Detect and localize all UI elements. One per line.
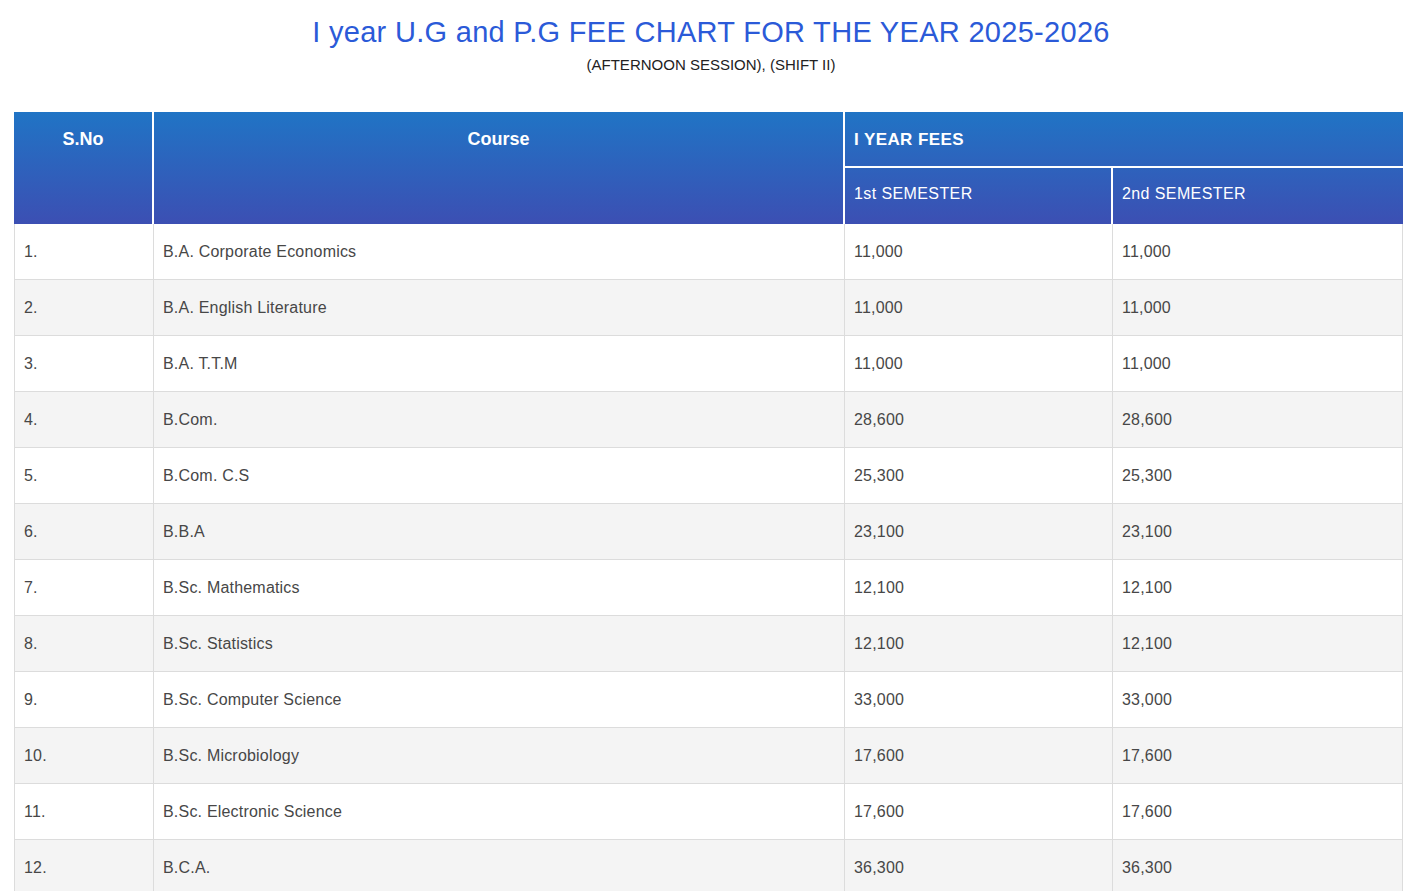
cell-serial-number: 4. bbox=[14, 392, 154, 448]
page-title: I year U.G and P.G FEE CHART FOR THE YEA… bbox=[0, 14, 1422, 50]
table-row: 8.B.Sc. Statistics12,10012,100 bbox=[14, 616, 1403, 672]
table-row: 3.B.A. T.T.M11,00011,000 bbox=[14, 336, 1403, 392]
cell-course-name: B.Sc. Mathematics bbox=[154, 560, 845, 616]
cell-sem1-fee: 33,000 bbox=[845, 672, 1113, 728]
cell-course-name: B.A. T.T.M bbox=[154, 336, 845, 392]
cell-sem1-fee: 25,300 bbox=[845, 448, 1113, 504]
cell-sem2-fee: 12,100 bbox=[1113, 616, 1403, 672]
table-row: 11.B.Sc. Electronic Science17,60017,600 bbox=[14, 784, 1403, 840]
column-header-sem2: 2nd SEMESTER bbox=[1113, 168, 1403, 224]
cell-serial-number: 7. bbox=[14, 560, 154, 616]
cell-course-name: B.Com. bbox=[154, 392, 845, 448]
cell-course-name: B.A. Corporate Economics bbox=[154, 224, 845, 280]
cell-course-name: B.C.A. bbox=[154, 840, 845, 891]
cell-serial-number: 8. bbox=[14, 616, 154, 672]
cell-sem2-fee: 17,600 bbox=[1113, 728, 1403, 784]
cell-serial-number: 9. bbox=[14, 672, 154, 728]
table-row: 6.B.B.A23,10023,100 bbox=[14, 504, 1403, 560]
cell-sem2-fee: 33,000 bbox=[1113, 672, 1403, 728]
table-row: 9.B.Sc. Computer Science33,00033,000 bbox=[14, 672, 1403, 728]
cell-serial-number: 2. bbox=[14, 280, 154, 336]
cell-sem2-fee: 17,600 bbox=[1113, 784, 1403, 840]
table-row: 5.B.Com. C.S25,30025,300 bbox=[14, 448, 1403, 504]
fee-table-header: S.No Course I YEAR FEES 1st SEMESTER 2nd… bbox=[14, 112, 1403, 224]
cell-sem2-fee: 23,100 bbox=[1113, 504, 1403, 560]
cell-serial-number: 1. bbox=[14, 224, 154, 280]
cell-course-name: B.Sc. Statistics bbox=[154, 616, 845, 672]
page-subtitle: (AFTERNOON SESSION), (SHIFT II) bbox=[0, 54, 1422, 76]
cell-sem1-fee: 11,000 bbox=[845, 280, 1113, 336]
cell-sem2-fee: 12,100 bbox=[1113, 560, 1403, 616]
column-header-year-fees: I YEAR FEES bbox=[845, 112, 1403, 168]
cell-sem1-fee: 17,600 bbox=[845, 728, 1113, 784]
cell-course-name: B.Sc. Microbiology bbox=[154, 728, 845, 784]
cell-sem1-fee: 11,000 bbox=[845, 224, 1113, 280]
table-row: 2.B.A. English Literature11,00011,000 bbox=[14, 280, 1403, 336]
column-header-sno: S.No bbox=[14, 112, 154, 224]
cell-course-name: B.Sc. Computer Science bbox=[154, 672, 845, 728]
cell-sem1-fee: 12,100 bbox=[845, 560, 1113, 616]
fee-table-body: 1.B.A. Corporate Economics11,00011,0002.… bbox=[14, 224, 1403, 891]
cell-serial-number: 3. bbox=[14, 336, 154, 392]
cell-serial-number: 5. bbox=[14, 448, 154, 504]
table-row: 12.B.C.A.36,30036,300 bbox=[14, 840, 1403, 891]
cell-sem2-fee: 11,000 bbox=[1113, 336, 1403, 392]
cell-sem1-fee: 17,600 bbox=[845, 784, 1113, 840]
cell-course-name: B.Com. C.S bbox=[154, 448, 845, 504]
column-header-sem1: 1st SEMESTER bbox=[845, 168, 1113, 224]
cell-sem1-fee: 36,300 bbox=[845, 840, 1113, 891]
table-row: 1.B.A. Corporate Economics11,00011,000 bbox=[14, 224, 1403, 280]
cell-sem2-fee: 28,600 bbox=[1113, 392, 1403, 448]
table-row: 10.B.Sc. Microbiology17,60017,600 bbox=[14, 728, 1403, 784]
cell-sem2-fee: 25,300 bbox=[1113, 448, 1403, 504]
cell-sem2-fee: 36,300 bbox=[1113, 840, 1403, 891]
cell-sem1-fee: 23,100 bbox=[845, 504, 1113, 560]
table-row: 7.B.Sc. Mathematics12,10012,100 bbox=[14, 560, 1403, 616]
cell-serial-number: 10. bbox=[14, 728, 154, 784]
cell-sem2-fee: 11,000 bbox=[1113, 224, 1403, 280]
cell-serial-number: 12. bbox=[14, 840, 154, 891]
cell-sem1-fee: 28,600 bbox=[845, 392, 1113, 448]
cell-course-name: B.A. English Literature bbox=[154, 280, 845, 336]
cell-sem1-fee: 12,100 bbox=[845, 616, 1113, 672]
cell-serial-number: 11. bbox=[14, 784, 154, 840]
table-row: 4.B.Com.28,60028,600 bbox=[14, 392, 1403, 448]
cell-course-name: B.Sc. Electronic Science bbox=[154, 784, 845, 840]
fee-chart-table: S.No Course I YEAR FEES 1st SEMESTER 2nd… bbox=[14, 112, 1403, 891]
header-row-main: S.No Course I YEAR FEES bbox=[14, 112, 1403, 168]
column-header-course: Course bbox=[154, 112, 845, 224]
cell-serial-number: 6. bbox=[14, 504, 154, 560]
cell-course-name: B.B.A bbox=[154, 504, 845, 560]
cell-sem1-fee: 11,000 bbox=[845, 336, 1113, 392]
cell-sem2-fee: 11,000 bbox=[1113, 280, 1403, 336]
